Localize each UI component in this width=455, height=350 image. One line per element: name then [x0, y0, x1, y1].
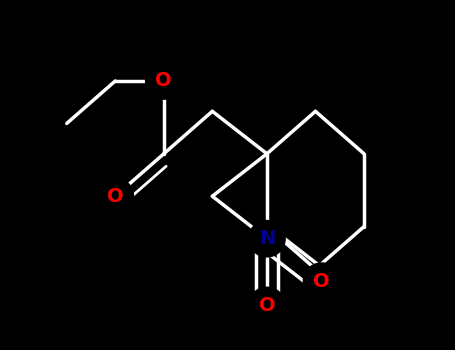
Circle shape — [249, 287, 285, 324]
Circle shape — [303, 263, 340, 299]
Text: O: O — [107, 187, 124, 206]
Text: N: N — [259, 229, 275, 248]
Circle shape — [146, 63, 182, 99]
Text: O: O — [258, 296, 275, 315]
Circle shape — [97, 178, 133, 215]
Text: O: O — [156, 71, 172, 90]
Circle shape — [249, 220, 285, 257]
Text: O: O — [313, 272, 330, 290]
